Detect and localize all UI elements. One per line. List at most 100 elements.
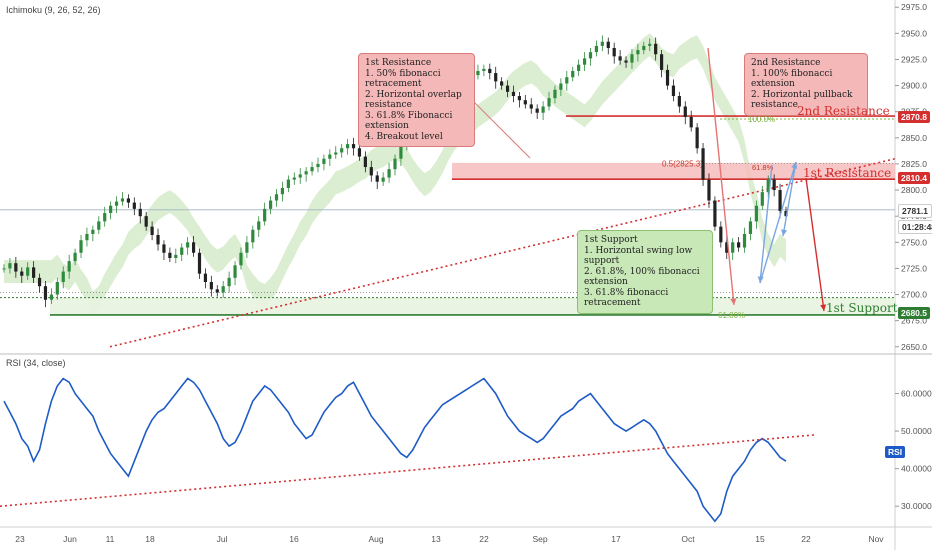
rsi-tick-label: 40.0000: [901, 464, 932, 474]
candle-body: [618, 56, 622, 61]
support-zone: [50, 297, 895, 315]
candle-body: [565, 77, 569, 84]
candle-body: [61, 271, 65, 282]
resistance1-callout-pointer: [469, 97, 531, 159]
candle-body: [316, 163, 320, 168]
candle-body: [571, 70, 575, 78]
candle-body: [144, 216, 148, 227]
candle-body: [659, 54, 664, 70]
candle-body: [665, 69, 670, 86]
projection-arrow-blue-3-head: [781, 229, 788, 236]
rsi-trendline: [0, 434, 816, 508]
candle-body: [340, 148, 344, 153]
candle-body: [49, 294, 53, 300]
time-tick-label: Aug: [368, 534, 383, 544]
candle-body: [351, 144, 356, 149]
first-support-title: 1st Support: [826, 301, 898, 315]
first-resistance-price-tag: 2810.4: [898, 172, 930, 184]
projection-arrow-blue-2: [759, 161, 797, 284]
price-tick-label: 2825.0: [901, 159, 927, 169]
resistance2-note-title: 2nd Resistance: [751, 58, 821, 68]
price-tick-label: 2850.0: [901, 133, 927, 143]
projection-arrow-red-long: [707, 47, 735, 306]
candle-body: [328, 154, 332, 159]
candle-body: [14, 263, 18, 272]
candle-body: [559, 83, 563, 90]
resistance1-note-line: 1. 50% fibonacci retracement: [365, 68, 441, 90]
candle-body: [26, 267, 30, 276]
candle-body: [8, 263, 12, 269]
candle-body: [624, 60, 628, 63]
candle-body: [719, 226, 723, 243]
candle-body: [251, 229, 255, 243]
candle-body: [636, 50, 640, 55]
candle-body: [393, 158, 397, 170]
candle-body: [488, 68, 492, 74]
candle-body: [713, 200, 717, 227]
time-tick-label: 22: [801, 534, 811, 544]
candle-body: [32, 267, 36, 278]
candle-body: [132, 202, 136, 209]
projection-arrow-red-long-head: [730, 298, 737, 305]
candle-body: [517, 96, 522, 101]
candle-body: [582, 58, 587, 65]
candle-body: [114, 201, 119, 206]
candle-body: [257, 221, 261, 230]
resistance1-note-line: 2. Horizontal overlap resistance: [365, 89, 462, 111]
candle-body: [588, 52, 593, 59]
resistance2-note-line: 1. 100% fibonacci extension: [751, 68, 833, 90]
time-tick-label: 11: [106, 534, 115, 544]
candle-body: [594, 45, 599, 53]
candle-body: [43, 286, 48, 300]
rsi-tick-label: 30.0000: [901, 501, 932, 511]
price-tick-label: 2925.0: [901, 54, 927, 64]
candle-body: [553, 89, 557, 99]
candle-body: [642, 45, 646, 51]
candle-body: [399, 146, 403, 159]
candle-body: [203, 273, 208, 282]
time-tick-label: 18: [145, 534, 155, 544]
candle-body: [37, 277, 42, 287]
resistance1-note-line: 4. Breakout level: [365, 131, 443, 142]
candle-body: [677, 96, 681, 107]
candle-body: [245, 242, 249, 253]
rsi-tick-label: 60.0000: [901, 389, 932, 399]
candle-body: [268, 200, 273, 209]
candle-body: [91, 229, 95, 234]
candle-body: [505, 85, 510, 92]
candle-body: [186, 242, 190, 248]
candle-body: [577, 64, 581, 71]
support1-note: 1st Support 1. Horizontal swing low supp…: [577, 230, 713, 314]
candle-body: [772, 179, 776, 191]
rsi-tag: RSI: [885, 446, 906, 458]
price-tick-label: 2650.0: [901, 342, 927, 352]
candle-body: [334, 152, 338, 155]
time-tick-label: Jul: [217, 534, 228, 544]
candle-body: [138, 208, 142, 217]
fib-05-label: 0.5(2825.3): [662, 160, 703, 169]
candle-body: [500, 81, 504, 86]
candle-body: [168, 252, 172, 258]
time-tick-label: Sep: [532, 534, 547, 544]
price-tick-label: 2750.0: [901, 237, 927, 247]
candle-body: [2, 268, 6, 270]
candle-body: [766, 179, 770, 193]
candle-body: [754, 205, 758, 222]
resistance1-note-title: 1st Resistance: [365, 58, 432, 68]
resistance1-note-line: 3. 61.8% Fibonacci extension: [365, 110, 453, 132]
candle-body: [494, 73, 498, 82]
candle-body: [648, 43, 652, 46]
support1-note-line: 2. 61.8%, 100% fibonacci extension: [584, 266, 700, 288]
first-resistance-title: 1st Resistance: [803, 166, 892, 180]
time-tick-label: 23: [15, 534, 25, 544]
projection-arrow-red-target: [805, 177, 825, 312]
candle-body: [85, 233, 89, 241]
resistance-zone: [452, 162, 895, 180]
candle-body: [547, 98, 551, 107]
time-tick-label: Nov: [868, 534, 884, 544]
candle-body: [630, 54, 634, 63]
candle-body: [654, 43, 658, 55]
price-tick-label: 2675.0: [901, 316, 927, 326]
time-tick-label: Oct: [681, 534, 695, 544]
